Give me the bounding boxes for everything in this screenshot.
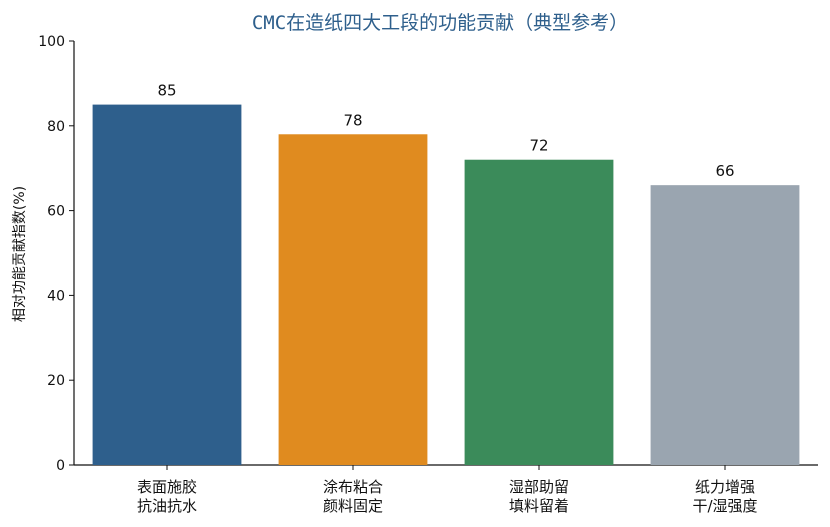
- bar: [278, 134, 428, 465]
- chart-title: CMC在造纸四大工段的功能贡献（典型参考）: [252, 12, 628, 34]
- x-tick-label: 湿部助留: [509, 478, 569, 496]
- x-tick-label: 填料留着: [509, 497, 569, 515]
- x-tick-label: 颜料固定: [323, 497, 383, 515]
- bar: [650, 185, 800, 465]
- x-tick-label: 纸力增强: [695, 478, 755, 496]
- x-tick-label: 涂布粘合: [323, 478, 383, 496]
- x-tick-label: 干/湿强度: [692, 497, 757, 515]
- x-tick-label: 表面施胶: [137, 478, 197, 496]
- y-tick-label: 100: [38, 34, 65, 50]
- y-tick-label: 40: [47, 288, 65, 304]
- y-axis-label: 相对功能贡献指数(%): [12, 186, 28, 322]
- x-tick-label: 抗油抗水: [137, 497, 197, 515]
- bars-group: [92, 104, 800, 465]
- y-tick-label: 80: [47, 119, 65, 135]
- bar-value-label: 78: [343, 111, 362, 129]
- y-tick-label: 20: [47, 373, 65, 389]
- bar-value-label: 66: [715, 162, 734, 180]
- y-tick-label: 0: [56, 458, 65, 474]
- bar: [464, 159, 614, 465]
- bar-value-label: 85: [157, 82, 176, 100]
- bar-value-label: 72: [529, 137, 548, 155]
- bar: [92, 104, 242, 465]
- y-tick-label: 60: [47, 204, 65, 220]
